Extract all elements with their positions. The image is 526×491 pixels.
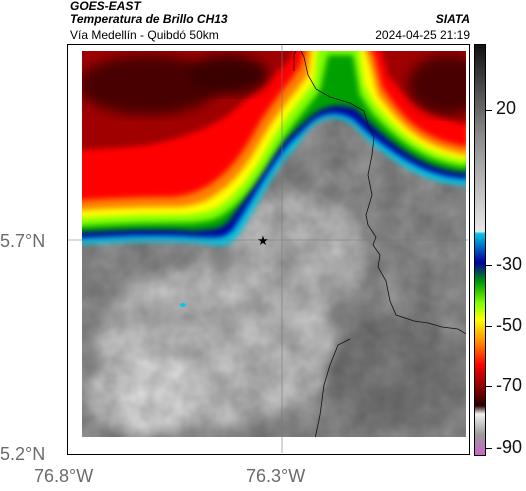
boundary-line bbox=[300, 51, 466, 335]
colorbar-label: -50 bbox=[496, 315, 523, 335]
lon-tick-label: 76.8°W bbox=[34, 466, 94, 486]
route-subtitle: Vía Medellín - Quibdó 50km bbox=[70, 28, 219, 42]
boundary-line bbox=[293, 51, 297, 71]
colorbar-scale bbox=[475, 45, 485, 455]
satellite-title: GOES-EAST bbox=[70, 0, 141, 13]
boundary-line bbox=[314, 338, 351, 437]
colorbar-label: -90 bbox=[496, 437, 523, 457]
colorbar-label: -30 bbox=[496, 254, 523, 274]
cbar-tick bbox=[486, 386, 492, 387]
cbar-tick bbox=[486, 326, 492, 327]
lat-tick-label: 5.7°N bbox=[0, 231, 46, 251]
satellite-map: ★ bbox=[67, 44, 470, 455]
star-icon: ★ bbox=[257, 234, 269, 249]
cbar-tick bbox=[486, 265, 492, 266]
cold-cloud-bands bbox=[82, 51, 466, 246]
colorbar bbox=[474, 44, 486, 456]
agency-label: SIATA bbox=[435, 12, 470, 26]
colorbar-label: 20 bbox=[496, 98, 517, 118]
product-title: Temperatura de Brillo CH13 bbox=[70, 12, 228, 26]
cbar-tick bbox=[486, 448, 492, 449]
lon-tick-label: 76.3°W bbox=[246, 466, 306, 486]
cbar-tick bbox=[486, 110, 492, 111]
cold-spot bbox=[180, 303, 186, 307]
lat-tick-label: 5.2°N bbox=[0, 444, 46, 464]
map-canvas: ★ bbox=[68, 45, 468, 453]
datetime-label: 2024-04-25 21:19 bbox=[375, 28, 470, 42]
colorbar-label: -70 bbox=[496, 375, 523, 395]
